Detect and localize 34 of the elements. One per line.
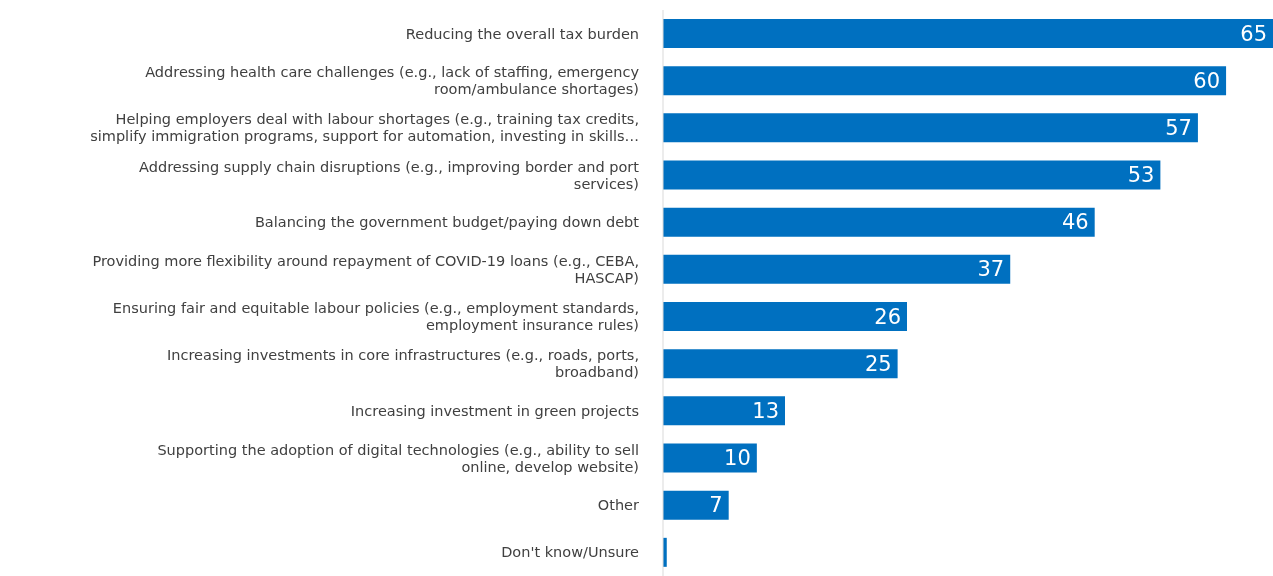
y-tick-label: Increasing investments in core infrastructures (e.g., roads, ports, broadband) — [167, 347, 639, 381]
data-label: 25 — [864, 351, 892, 376]
bar — [663, 396, 785, 426]
bar — [663, 349, 898, 379]
y-tick-label: Reducing the overall tax burden — [405, 25, 639, 42]
y-tick-label: Increasing investment in green projects — [350, 402, 639, 419]
data-label: 53 — [1127, 163, 1155, 187]
data-label: 60 — [1193, 68, 1221, 93]
data-label: 46 — [1061, 210, 1089, 235]
data-label: 10 — [724, 446, 751, 470]
data-label: 7 — [709, 493, 723, 518]
data-label: 37 — [977, 257, 1005, 282]
bar — [663, 443, 757, 473]
y-tick-label: Supporting the adoption of digital technologies (e.g., ability to sell online, develop website) — [157, 441, 639, 475]
bar — [663, 66, 1227, 96]
data-label: 26 — [874, 304, 901, 329]
y-tick-label: Balancing the government budget/paying down debt — [254, 214, 640, 231]
y-tick-label: Providing more flexibility around repayment of COVID-19 loans (e.g., CEBA, HASCAP) — [92, 252, 639, 286]
y-tick-label: Addressing health care challenges (e.g., lack of staffing, emergency room/ambulance shortages) — [145, 64, 640, 98]
bar — [663, 207, 1095, 237]
data-label: 65 — [1240, 21, 1267, 46]
data-label: 57 — [1165, 115, 1192, 140]
bar — [663, 113, 1198, 143]
y-tick-label: Helping employers deal with labour shortages (e.g., training tax credits, simplify immigration programs, support for automation, investing in skills… — [90, 111, 639, 145]
y-tick-label: Don't know/Unsure — [501, 544, 640, 561]
bar — [663, 302, 907, 331]
y-tick-label: Addressing supply chain disruptions (e.g., improving border and port services) — [139, 158, 640, 192]
bar — [663, 19, 1273, 48]
bar — [663, 160, 1161, 190]
y-tick-label: Ensuring fair and equitable labour policies (e.g., employment standards, employment insurance rules) — [112, 300, 639, 334]
y-tick-label: Other — [597, 497, 640, 514]
bar — [663, 490, 729, 520]
bar — [663, 254, 1011, 284]
data-label: 13 — [752, 398, 779, 423]
